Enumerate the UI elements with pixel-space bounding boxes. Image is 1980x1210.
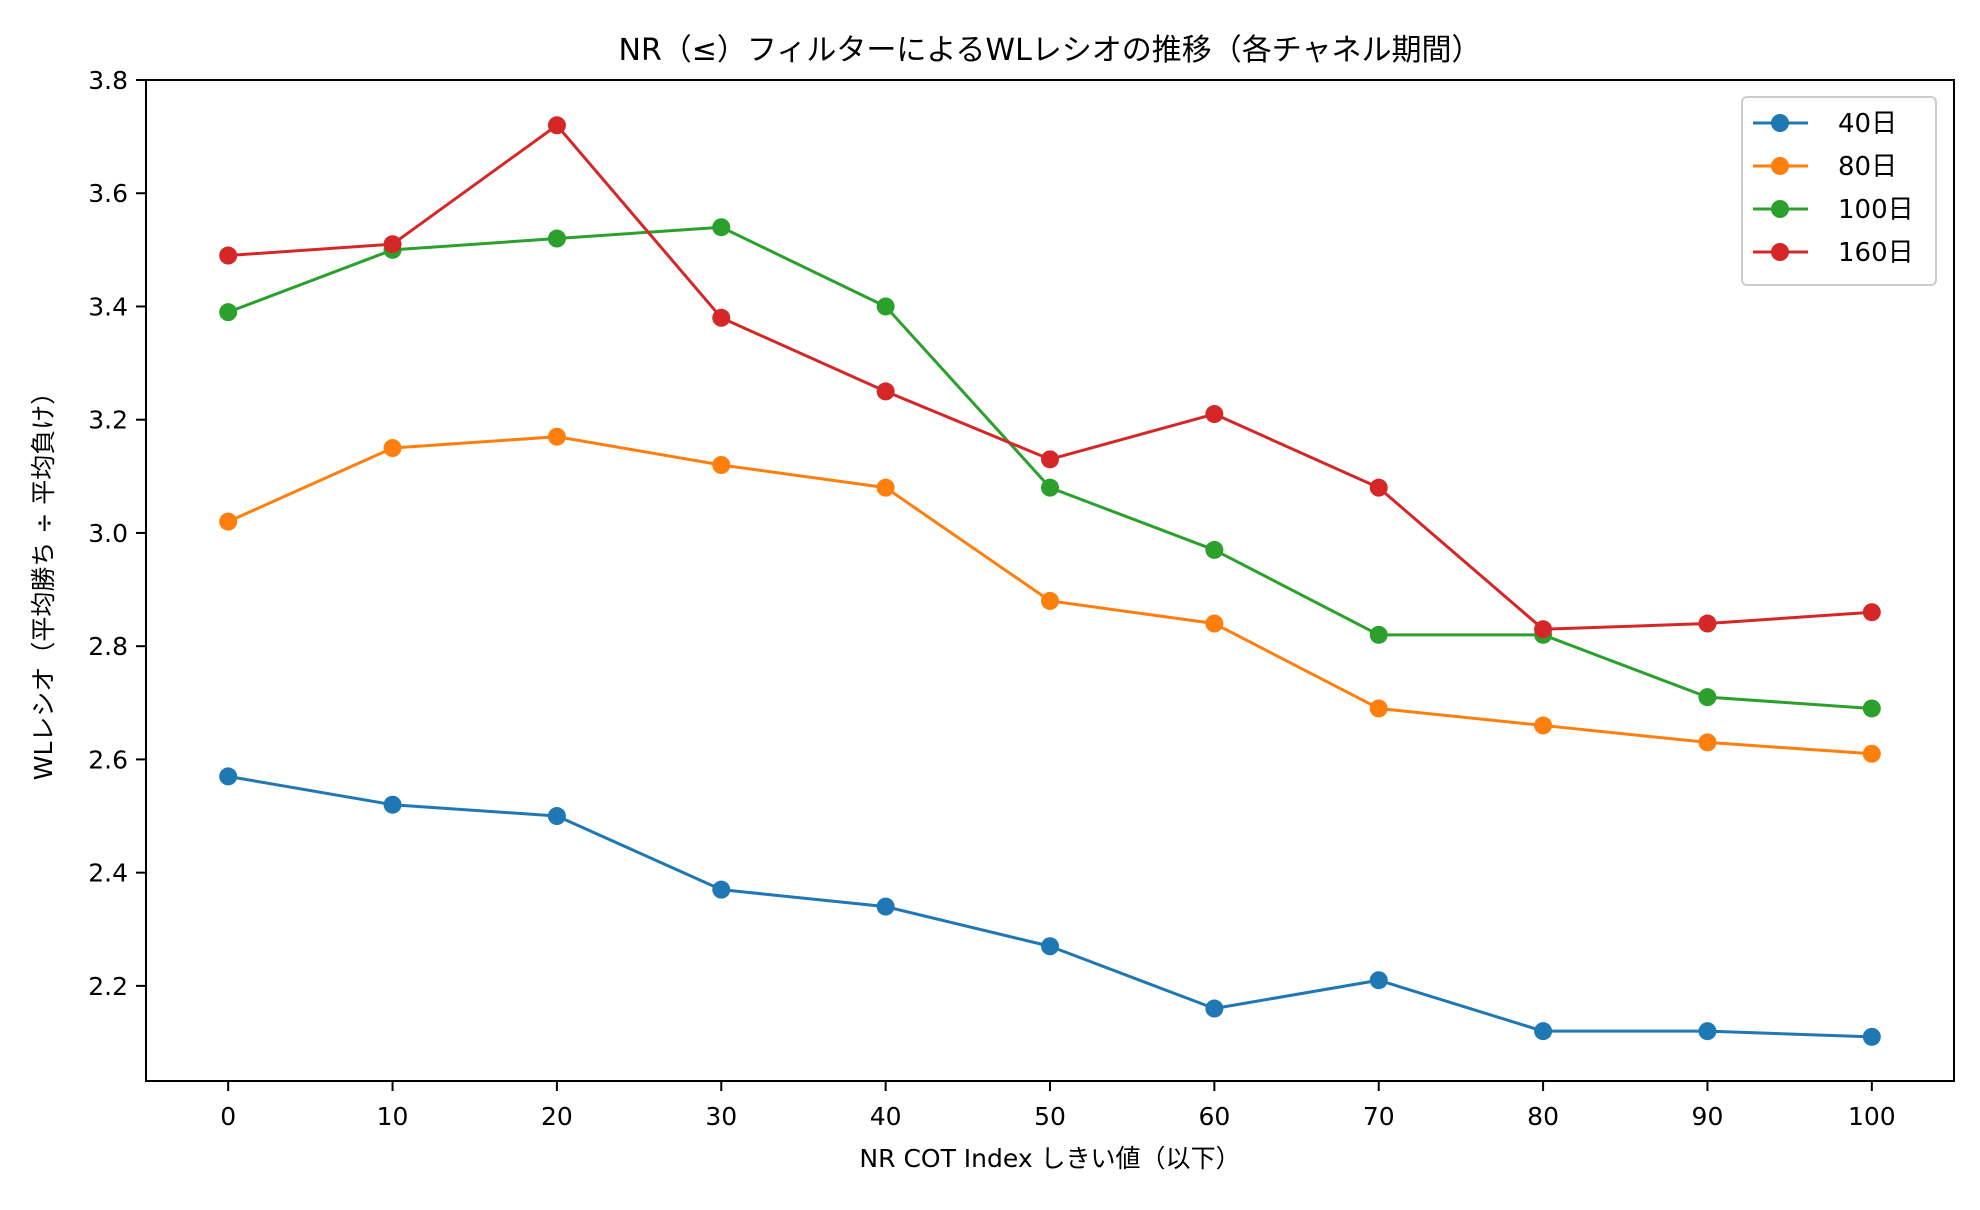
data-point [1369, 699, 1388, 718]
data-point [1698, 688, 1717, 707]
data-point [1369, 971, 1388, 990]
legend-label: 40日 [1838, 109, 1897, 139]
plot-area [219, 116, 1881, 1046]
data-point [219, 303, 238, 322]
data-point [1041, 478, 1059, 497]
data-point [219, 767, 238, 786]
x-tick-label: 60 [1198, 1102, 1230, 1131]
data-point [1041, 450, 1059, 469]
chart-title: NR（≤）フィルターによるWLレシオの推移（各チャネル期間） [619, 33, 1482, 68]
data-point [1862, 603, 1881, 622]
data-point [1205, 614, 1224, 633]
y-tick-label: 2.6 [88, 745, 128, 774]
data-point [1534, 716, 1553, 735]
x-tick-label: 20 [541, 1102, 573, 1131]
data-point [1862, 699, 1881, 718]
data-point [876, 897, 895, 916]
y-tick-label: 3.0 [88, 519, 128, 548]
series-40日 [219, 767, 1881, 1046]
data-point [1205, 540, 1224, 559]
x-tick-label: 50 [1034, 1102, 1066, 1131]
series-100日 [219, 218, 1881, 718]
legend-label: 160日 [1838, 238, 1914, 268]
series-line [228, 123, 1872, 631]
data-point [1862, 744, 1881, 763]
x-tick-label: 0 [220, 1102, 236, 1131]
data-point [1205, 999, 1224, 1018]
y-axis: 2.2 2.4 2.6 2.8 3.0 3.2 3.4 3.6 3.8 [88, 66, 146, 1001]
data-point [219, 246, 238, 265]
x-tick-label: 30 [705, 1102, 737, 1131]
legend: 40日 80日 100日 160日 [1741, 96, 1937, 286]
data-point [219, 512, 238, 531]
x-tick-label: 100 [1848, 1102, 1896, 1131]
data-point [547, 116, 566, 135]
data-point [383, 235, 402, 254]
data-point [1534, 1022, 1553, 1041]
data-point [383, 795, 402, 814]
data-point [1862, 1027, 1881, 1046]
data-point [1698, 614, 1717, 633]
x-tick-label: 70 [1363, 1102, 1395, 1131]
data-point [1041, 591, 1059, 610]
x-axis-label: NR COT Index しきい値（以下） [859, 1144, 1240, 1173]
series-line [227, 774, 1872, 1039]
data-point [1041, 937, 1059, 956]
data-point [1205, 405, 1224, 424]
data-point [876, 297, 895, 316]
y-axis-label: WLレシオ（平均勝ち ÷ 平均負け） [29, 380, 58, 781]
data-point [1534, 620, 1553, 639]
x-tick-label: 90 [1692, 1102, 1724, 1131]
legend-marker [1771, 114, 1789, 132]
legend-marker [1771, 243, 1789, 261]
legend-item: 160日 [1753, 238, 1914, 268]
axes-frame [145, 79, 1955, 1082]
x-tick-label: 40 [870, 1102, 902, 1131]
y-tick-label: 2.4 [88, 859, 128, 888]
data-point [712, 456, 731, 474]
x-tick-label: 10 [377, 1102, 409, 1131]
series-80日 [219, 427, 1881, 763]
legend-marker [1771, 157, 1789, 175]
series-160日 [219, 116, 1881, 639]
y-tick-label: 2.8 [88, 632, 128, 661]
data-point [547, 807, 566, 826]
legend-label: 80日 [1838, 152, 1897, 182]
legend-frame [1741, 96, 1937, 286]
x-axis: 0 10 20 30 40 50 60 70 80 90 100 [220, 1081, 1896, 1131]
data-point [1698, 733, 1717, 752]
data-point [712, 308, 731, 327]
data-point [383, 439, 402, 458]
legend-marker [1771, 200, 1789, 218]
data-point [712, 880, 731, 899]
data-point [1369, 625, 1388, 644]
x-tick-label: 80 [1527, 1102, 1559, 1131]
y-tick-label: 3.6 [88, 179, 128, 208]
legend-item: 40日 [1753, 109, 1897, 139]
y-tick-label: 2.2 [88, 972, 128, 1001]
data-point [876, 478, 895, 497]
y-tick-label: 3.4 [88, 292, 128, 321]
data-point [547, 427, 566, 446]
data-point [1698, 1022, 1717, 1041]
data-point [1369, 478, 1388, 497]
legend-item: 80日 [1753, 152, 1897, 182]
legend-label: 100日 [1838, 195, 1914, 225]
legend-item: 100日 [1753, 195, 1914, 225]
data-point [712, 218, 731, 237]
y-tick-label: 3.2 [88, 406, 128, 435]
y-tick-label: 3.8 [88, 66, 128, 95]
data-point [547, 229, 566, 248]
data-point [876, 382, 895, 401]
